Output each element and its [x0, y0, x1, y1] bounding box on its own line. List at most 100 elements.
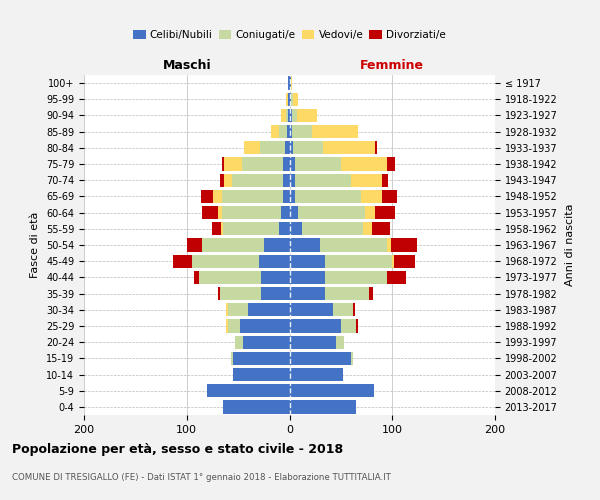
Bar [290, 141, 293, 154]
Y-axis label: Fasce di età: Fasce di età [31, 212, 40, 278]
Bar [290, 303, 332, 316]
Bar [351, 174, 382, 187]
Bar [224, 174, 232, 187]
Text: COMUNE DI TRESIGALLO (FE) - Dati ISTAT 1° gennaio 2018 - Elaborazione TUTTITALIA: COMUNE DI TRESIGALLO (FE) - Dati ISTAT 1… [12, 472, 391, 482]
Bar [341, 320, 356, 332]
Bar [290, 76, 292, 90]
Bar [325, 287, 368, 300]
Bar [271, 125, 279, 138]
Bar [365, 206, 375, 220]
Bar [292, 109, 296, 122]
Bar [351, 352, 353, 365]
Bar [289, 76, 290, 90]
Bar [242, 158, 283, 170]
Bar [325, 270, 387, 284]
Bar [293, 92, 298, 106]
Bar [293, 141, 323, 154]
Bar [244, 141, 260, 154]
Bar [290, 206, 298, 220]
Bar [290, 190, 295, 203]
Bar [194, 270, 199, 284]
Bar [283, 174, 290, 187]
Bar [356, 320, 358, 332]
Bar [228, 320, 240, 332]
Bar [298, 206, 365, 220]
Text: Femmine: Femmine [360, 59, 424, 72]
Bar [202, 238, 264, 252]
Bar [289, 92, 290, 106]
Bar [286, 109, 289, 122]
Bar [283, 190, 290, 203]
Bar [325, 254, 392, 268]
Bar [260, 141, 286, 154]
Bar [264, 238, 290, 252]
Bar [290, 287, 325, 300]
Bar [261, 270, 290, 284]
Bar [218, 287, 220, 300]
Bar [341, 158, 387, 170]
Bar [382, 174, 388, 187]
Bar [391, 238, 417, 252]
Bar [382, 190, 397, 203]
Bar [208, 384, 290, 398]
Bar [228, 303, 248, 316]
Bar [283, 158, 290, 170]
Bar [223, 400, 290, 413]
Bar [290, 400, 356, 413]
Bar [201, 190, 214, 203]
Bar [221, 222, 223, 235]
Bar [221, 190, 283, 203]
Bar [290, 254, 325, 268]
Bar [281, 109, 286, 122]
Bar [240, 320, 290, 332]
Bar [243, 336, 290, 349]
Bar [290, 336, 336, 349]
Bar [286, 92, 289, 106]
Bar [295, 174, 351, 187]
Bar [353, 303, 355, 316]
Bar [295, 158, 341, 170]
Bar [226, 320, 228, 332]
Bar [218, 206, 221, 220]
Bar [336, 336, 344, 349]
Bar [261, 287, 290, 300]
Bar [286, 141, 290, 154]
Bar [290, 174, 295, 187]
Bar [224, 158, 242, 170]
Bar [290, 270, 325, 284]
Bar [248, 303, 290, 316]
Bar [290, 158, 295, 170]
Bar [290, 384, 374, 398]
Bar [233, 352, 290, 365]
Legend: Celibi/Nubili, Coniugati/e, Vedovi/e, Divorziati/e: Celibi/Nubili, Coniugati/e, Vedovi/e, Di… [129, 26, 450, 44]
Bar [231, 352, 233, 365]
Bar [279, 222, 290, 235]
Bar [214, 190, 221, 203]
Bar [387, 238, 391, 252]
Bar [290, 109, 292, 122]
Bar [323, 141, 375, 154]
Bar [290, 125, 292, 138]
Bar [290, 352, 351, 365]
Y-axis label: Anni di nascita: Anni di nascita [565, 204, 575, 286]
Bar [281, 206, 290, 220]
Bar [290, 368, 343, 381]
Bar [332, 303, 353, 316]
Bar [364, 222, 372, 235]
Bar [223, 222, 279, 235]
Bar [235, 336, 243, 349]
Bar [312, 125, 358, 138]
Text: Popolazione per età, sesso e stato civile - 2018: Popolazione per età, sesso e stato civil… [12, 442, 343, 456]
Bar [375, 206, 395, 220]
Bar [372, 222, 390, 235]
Bar [202, 206, 218, 220]
Bar [290, 92, 293, 106]
Bar [296, 109, 317, 122]
Bar [187, 238, 202, 252]
Bar [292, 125, 312, 138]
Bar [302, 222, 364, 235]
Bar [290, 222, 302, 235]
Bar [287, 125, 290, 138]
Bar [221, 158, 224, 170]
Bar [212, 222, 221, 235]
